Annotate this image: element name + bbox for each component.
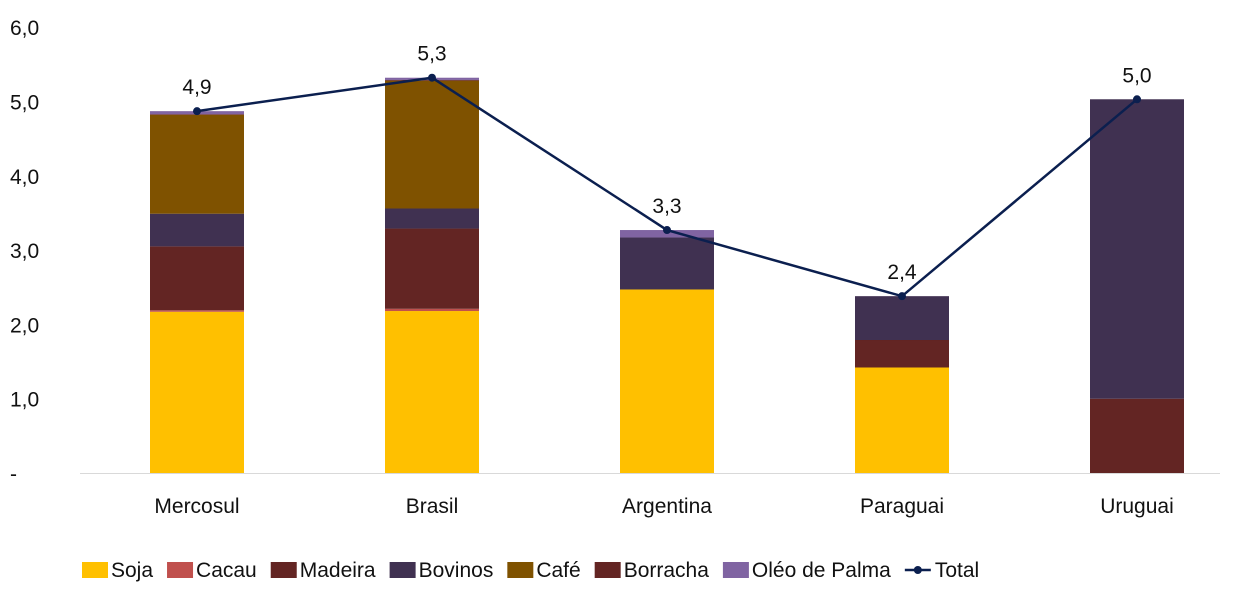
bar-segment-soja (855, 367, 949, 473)
legend-swatch (594, 562, 621, 578)
legend-label: Borracha (624, 559, 710, 582)
y-tick-label: - (10, 463, 17, 486)
total-point (1133, 95, 1141, 104)
total-data-label: 5,3 (417, 43, 446, 66)
legend-label: Total (935, 559, 979, 582)
legend-label: Oléo de Palma (752, 559, 891, 582)
bar-segment-bovinos (620, 237, 714, 290)
y-tick-label: 5,0 (10, 92, 39, 115)
legend-swatch (82, 562, 108, 578)
y-tick-label: 3,0 (10, 240, 39, 263)
total-point (898, 292, 906, 301)
bar-segment-caf- (150, 114, 244, 214)
total-point (663, 226, 671, 235)
x-tick-label: Brasil (406, 495, 459, 518)
legend-label: Cacau (196, 559, 257, 582)
bar-segment-bovinos (1090, 99, 1184, 399)
bar-segment-caf- (385, 80, 479, 209)
legend-label: Café (536, 559, 580, 582)
bars (150, 77, 1184, 473)
bar-segment-cacau (150, 310, 244, 312)
legend-line-marker (913, 566, 922, 574)
x-tick-label: Mercosul (154, 495, 239, 518)
legend: Soja Cacau Madeira Bovinos Café Borracha Oléo … (82, 559, 979, 582)
total-point (193, 107, 201, 116)
y-axis: - 1,0 2,0 3,0 4,0 5,0 6,0 (10, 17, 39, 486)
legend-swatch (722, 562, 749, 578)
legend-swatch (389, 562, 416, 578)
bar-segment-madeira (855, 340, 949, 368)
bar-segment-madeira (385, 228, 479, 309)
legend-swatch (270, 562, 297, 578)
bar-segment-bovinos (150, 213, 244, 247)
legend-label: Soja (111, 559, 153, 582)
legend-label: Bovinos (419, 559, 494, 582)
total-data-label: 4,9 (182, 76, 211, 99)
y-tick-label: 6,0 (10, 17, 39, 40)
total-data-label: 2,4 (887, 261, 917, 284)
total-point (428, 73, 436, 82)
x-tick-label: Paraguai (860, 495, 944, 518)
total-line: 4,9 5,3 3,3 2,4 5,0 (182, 43, 1152, 301)
bar-segment-madeira (150, 246, 244, 311)
bar-segment-soja (620, 289, 714, 473)
y-tick-label: 2,0 (10, 314, 39, 337)
y-tick-label: 1,0 (10, 389, 39, 412)
x-tick-label: Uruguai (1100, 495, 1174, 518)
total-data-label: 3,3 (652, 195, 681, 218)
y-tick-label: 4,0 (10, 166, 39, 189)
bar-segment-bovinos (385, 208, 479, 229)
bar-segment-bovinos (855, 296, 949, 341)
bar-segment-madeira (1090, 398, 1184, 473)
legend-swatch (507, 562, 534, 578)
legend-swatch (167, 562, 194, 578)
bar-segment-cacau (385, 308, 479, 312)
bar-segment-soja (150, 311, 244, 473)
bar-segment-soja (385, 311, 479, 473)
legend-label: Madeira (300, 559, 376, 582)
x-axis: Mercosul Brasil Argentina Paraguai Uruguai (154, 495, 1173, 518)
total-data-label: 5,0 (1122, 64, 1151, 87)
x-tick-label: Argentina (622, 495, 712, 518)
